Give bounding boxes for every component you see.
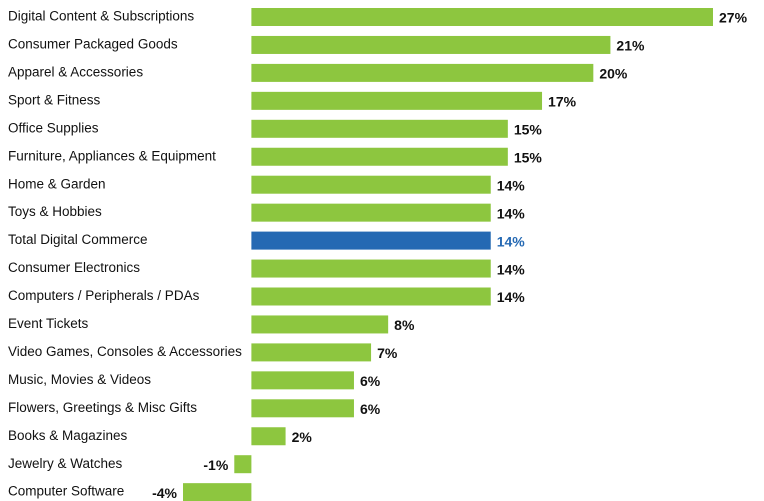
category-label: Digital Content & Subscriptions [8, 9, 194, 24]
category-label: Total Digital Commerce [8, 232, 148, 247]
bar [251, 371, 354, 390]
category-label: Consumer Packaged Goods [8, 37, 178, 52]
category-label: Video Games, Consoles & Accessories [8, 344, 242, 359]
category-label: Event Tickets [8, 316, 89, 331]
category-label: Toys & Hobbies [8, 204, 102, 219]
value-label: 20% [599, 66, 628, 82]
value-label: 27% [719, 10, 748, 26]
value-label: 7% [377, 345, 398, 361]
bar [251, 8, 714, 26]
bar [251, 63, 594, 82]
value-label: 14% [497, 261, 526, 277]
bar [251, 287, 491, 306]
bar [234, 455, 252, 474]
value-label: 2% [292, 429, 313, 445]
value-label: 21% [616, 38, 645, 54]
bar [251, 427, 286, 446]
category-label: Sport & Fitness [8, 92, 101, 107]
value-label: 15% [514, 122, 543, 138]
value-label: 6% [360, 401, 381, 417]
value-label: -4% [152, 485, 177, 501]
bar [251, 175, 491, 194]
category-label: Furniture, Appliances & Equipment [8, 148, 216, 163]
category-label: Office Supplies [8, 120, 99, 135]
category-label: Flowers, Greetings & Misc Gifts [8, 400, 197, 415]
category-label: Consumer Electronics [8, 260, 140, 275]
value-label: 14% [497, 177, 526, 193]
value-label: 17% [548, 94, 577, 110]
value-label: 15% [514, 149, 543, 165]
value-label: 14% [497, 289, 526, 305]
category-label: Computers / Peripherals / PDAs [8, 288, 200, 303]
bar [251, 231, 491, 250]
value-label: 14% [497, 205, 526, 221]
category-label: Apparel & Accessories [8, 64, 143, 79]
category-label: Computer Software [8, 484, 124, 499]
bar [251, 35, 611, 54]
category-label: Home & Garden [8, 176, 106, 191]
bar [183, 483, 252, 501]
category-label: Music, Movies & Videos [8, 372, 151, 387]
value-label: -1% [203, 457, 228, 473]
category-label: Books & Magazines [8, 428, 128, 443]
bar [251, 147, 508, 166]
bar [251, 343, 372, 362]
bar [251, 399, 354, 418]
category-label: Jewelry & Watches [8, 456, 123, 471]
bar [251, 203, 491, 222]
bar [251, 315, 389, 334]
value-label: 8% [394, 317, 415, 333]
bar [251, 259, 491, 278]
value-label: 14% [497, 233, 526, 249]
bar [251, 119, 508, 138]
value-label: 6% [360, 373, 381, 389]
bar [251, 91, 543, 110]
